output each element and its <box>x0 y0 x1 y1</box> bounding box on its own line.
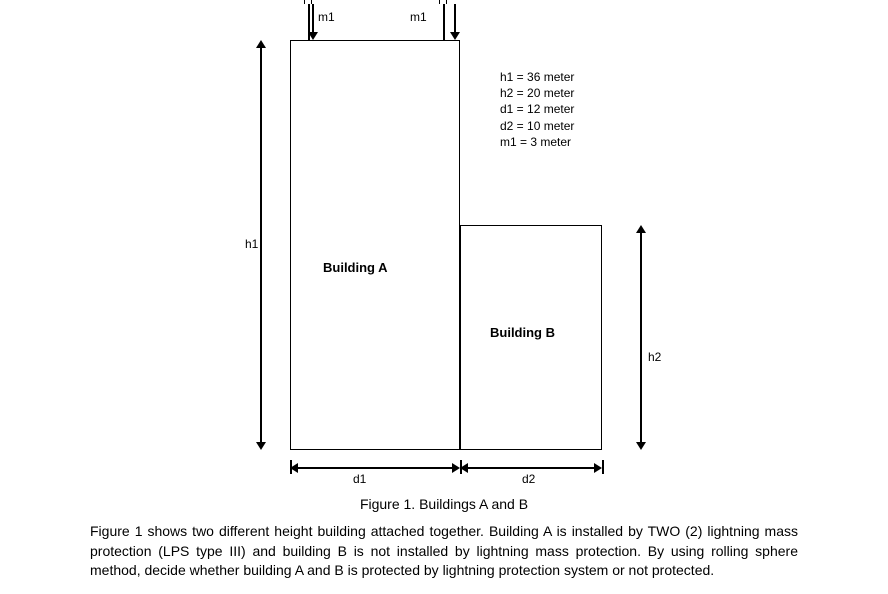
legend-row: d2 = 10 meter <box>500 118 574 134</box>
h1-dim-line <box>260 48 262 442</box>
h2-label: h2 <box>648 350 661 364</box>
d2-label: d2 <box>522 472 535 486</box>
m1-left-arrowhead-icon <box>308 32 318 40</box>
legend-row: m1 = 3 meter <box>500 134 574 150</box>
h1-bottom-arrowhead-icon <box>256 442 266 450</box>
m1-left-label: m1 <box>318 10 335 24</box>
d2-right-arrowhead-icon <box>594 463 602 473</box>
building-b-label: Building B <box>490 325 555 340</box>
legend-row: h2 = 20 meter <box>500 85 574 101</box>
d1-right-arrowhead-icon <box>452 463 460 473</box>
d1-label: d1 <box>353 472 366 486</box>
figure-caption: Figure 1. Buildings A and B <box>0 496 888 512</box>
h1-top-arrowhead-icon <box>256 40 266 48</box>
d2-left-arrowhead-icon <box>460 463 468 473</box>
h1-label: h1 <box>245 237 258 251</box>
h2-dim-line <box>640 233 642 442</box>
lightning-rod-left-cap <box>304 0 312 4</box>
building-a-label: Building A <box>323 260 388 275</box>
m1-right-arrowhead-icon <box>450 32 460 40</box>
m1-right-label: m1 <box>410 10 427 24</box>
d2-right-tick <box>602 460 604 474</box>
m1-left-arrow-line <box>312 4 314 34</box>
d1-dim-line <box>298 467 452 469</box>
value-legend: h1 = 36 meterh2 = 20 meterd1 = 12 meterd… <box>500 69 574 150</box>
legend-row: h1 = 36 meter <box>500 69 574 85</box>
h2-bottom-arrowhead-icon <box>636 442 646 450</box>
question-paragraph: Figure 1 shows two different height buil… <box>90 522 798 581</box>
d2-dim-line <box>468 467 594 469</box>
diagram-area: Building A Building B m1 m1 h1 h2 d1 d2 … <box>0 0 888 525</box>
legend-row: d1 = 12 meter <box>500 101 574 117</box>
m1-right-arrow-line <box>454 4 456 34</box>
lightning-rod-right <box>443 4 445 40</box>
building-a <box>290 40 460 450</box>
d1-left-tick <box>290 460 292 474</box>
lightning-rod-right-cap <box>439 0 447 4</box>
h2-top-arrowhead-icon <box>636 225 646 233</box>
